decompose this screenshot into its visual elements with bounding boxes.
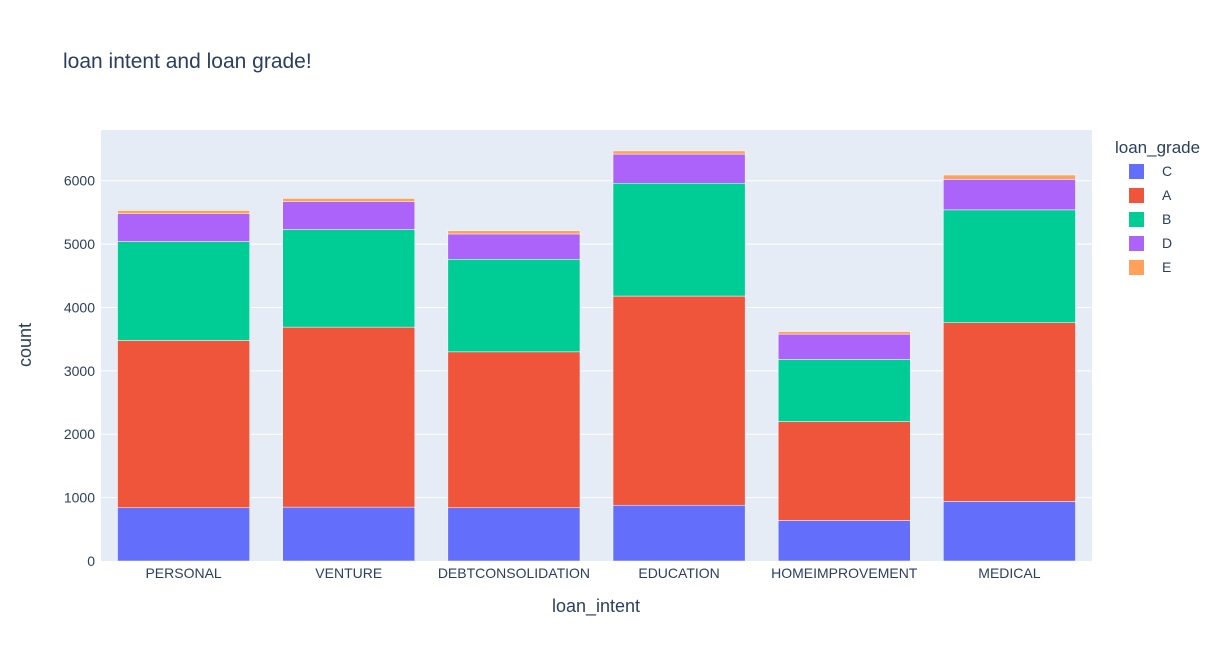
bar-E-personal <box>117 210 250 214</box>
y-tick-label: 4000 <box>64 299 95 315</box>
y-tick-label: 1000 <box>64 490 95 506</box>
bar-C-venture <box>282 506 416 562</box>
bar-B-homeimprovement <box>777 359 911 422</box>
y-tick-label: 6000 <box>64 173 95 189</box>
y-tick-label: 2000 <box>64 426 95 442</box>
legend-item-A: A <box>1162 187 1172 203</box>
x-tick-label: EDUCATION <box>638 565 719 581</box>
bar-B-education <box>612 182 746 297</box>
bar-D-venture <box>282 201 416 230</box>
bar-D-debtconsolidation <box>447 233 581 260</box>
bars <box>117 150 1076 562</box>
bar-B-medical <box>943 209 1076 323</box>
plot-area <box>101 130 1092 561</box>
y-axis-ticks: 0 1000 2000 3000 4000 5000 6000 <box>64 173 95 569</box>
legend-item-D: D <box>1162 235 1172 251</box>
bar-C-education <box>612 504 746 562</box>
bar-B-debtconsolidation <box>447 259 581 353</box>
y-tick-label: 3000 <box>64 363 95 379</box>
bar-E-homeimprovement <box>777 331 911 335</box>
bar-E-education <box>612 150 746 155</box>
bar-D-personal <box>117 213 250 242</box>
legend-item-E: E <box>1162 259 1171 275</box>
bar-C-medical <box>943 501 1076 562</box>
legend-swatch-D <box>1129 236 1144 251</box>
legend-item-C: C <box>1162 163 1172 179</box>
gridlines <box>101 180 1092 499</box>
x-axis-label: loan_intent <box>552 596 640 617</box>
bar-A-personal <box>117 340 250 509</box>
x-tick-label: MEDICAL <box>978 565 1040 581</box>
bar-A-venture <box>282 326 416 508</box>
legend-item-B: B <box>1162 211 1171 227</box>
x-tick-label: VENTURE <box>315 565 382 581</box>
bar-D-medical <box>943 179 1076 211</box>
bar-C-debtconsolidation <box>447 507 581 562</box>
legend-swatch-A <box>1129 188 1144 203</box>
bar-C-personal <box>117 507 250 562</box>
bar-A-medical <box>943 322 1076 502</box>
legend-swatch-C <box>1129 164 1144 179</box>
bar-D-homeimprovement <box>777 333 911 360</box>
bar-A-homeimprovement <box>777 421 911 521</box>
y-axis-label: count <box>15 323 35 367</box>
bar-B-venture <box>282 229 416 328</box>
bar-C-homeimprovement <box>777 520 911 562</box>
bar-E-venture <box>282 198 416 202</box>
x-tick-label: HOMEIMPROVEMENT <box>771 565 918 581</box>
chart-title: loan intent and loan grade! <box>63 50 312 73</box>
y-tick-label: 0 <box>87 553 95 569</box>
bar-B-personal <box>117 241 250 341</box>
legend-swatch-E <box>1129 260 1144 275</box>
bar-E-debtconsolidation <box>447 230 581 235</box>
legend-title: loan_grade <box>1115 138 1200 157</box>
bar-D-education <box>612 153 746 184</box>
bar-A-debtconsolidation <box>447 351 581 509</box>
x-axis-ticks: PERSONAL VENTURE DEBTCONSOLIDATION EDUCATIO… <box>145 565 1040 581</box>
y-tick-label: 5000 <box>64 236 95 252</box>
legend-swatch-B <box>1129 212 1144 227</box>
bar-A-education <box>612 295 746 506</box>
bar-E-medical <box>943 174 1076 180</box>
x-tick-label: DEBTCONSOLIDATION <box>438 565 590 581</box>
x-tick-label: PERSONAL <box>145 565 221 581</box>
